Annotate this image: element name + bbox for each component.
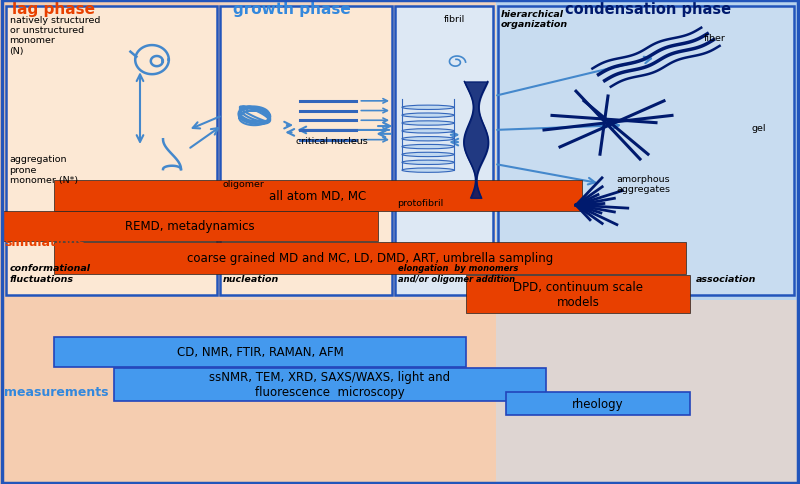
Ellipse shape — [402, 106, 454, 110]
Ellipse shape — [402, 161, 454, 165]
Text: natively structured
or unstructured
monomer
(N): natively structured or unstructured mono… — [10, 15, 100, 56]
FancyBboxPatch shape — [6, 7, 217, 295]
Text: aggregation
prone
monomer (N*): aggregation prone monomer (N*) — [10, 155, 78, 184]
Text: fiber: fiber — [704, 34, 726, 43]
Ellipse shape — [402, 145, 454, 150]
Text: lag phase: lag phase — [12, 2, 95, 17]
Text: all atom MD, MC: all atom MD, MC — [270, 190, 366, 203]
Text: protofibril: protofibril — [398, 198, 444, 208]
Bar — [496, 300, 800, 484]
Text: condensation phase: condensation phase — [565, 2, 731, 17]
Ellipse shape — [402, 129, 454, 134]
Text: nucleation: nucleation — [222, 274, 278, 283]
Ellipse shape — [402, 121, 454, 126]
Text: gel: gel — [752, 123, 766, 133]
Text: DPD, continuum scale
models: DPD, continuum scale models — [513, 281, 643, 309]
Text: association: association — [696, 274, 756, 283]
FancyBboxPatch shape — [54, 181, 582, 212]
Text: hierarchical
organization: hierarchical organization — [501, 10, 568, 29]
Ellipse shape — [402, 137, 454, 142]
Text: rheology: rheology — [572, 397, 624, 410]
FancyBboxPatch shape — [395, 7, 493, 295]
FancyBboxPatch shape — [506, 392, 690, 415]
Text: coarse grained MD and MC, LD, DMD, ART, umbrella sampling: coarse grained MD and MC, LD, DMD, ART, … — [187, 252, 553, 265]
Text: measurements: measurements — [4, 386, 109, 398]
Text: simulations: simulations — [4, 236, 85, 248]
Text: ssNMR, TEM, XRD, SAXS/WAXS, light and
fluorescence  microscopy: ssNMR, TEM, XRD, SAXS/WAXS, light and fl… — [210, 370, 450, 398]
Text: oligomer: oligomer — [222, 180, 264, 189]
FancyBboxPatch shape — [498, 7, 794, 295]
Ellipse shape — [402, 114, 454, 118]
Bar — [220, 0, 496, 300]
Text: fibril: fibril — [444, 15, 466, 24]
FancyBboxPatch shape — [466, 276, 690, 314]
FancyBboxPatch shape — [114, 368, 546, 401]
FancyBboxPatch shape — [220, 7, 392, 295]
Text: CD, NMR, FTIR, RAMAN, AFM: CD, NMR, FTIR, RAMAN, AFM — [177, 346, 343, 359]
Text: growth phase: growth phase — [233, 2, 351, 17]
Ellipse shape — [402, 153, 454, 157]
Text: REMD, metadynamics: REMD, metadynamics — [125, 220, 255, 233]
Text: amorphous
aggregates: amorphous aggregates — [616, 174, 670, 194]
Bar — [496, 0, 800, 300]
Ellipse shape — [402, 168, 454, 173]
FancyBboxPatch shape — [54, 242, 686, 275]
FancyBboxPatch shape — [54, 337, 466, 367]
Text: critical nucleus: critical nucleus — [296, 136, 368, 145]
FancyBboxPatch shape — [2, 212, 378, 241]
Text: elongation  by monomers
and/or oligomer addition: elongation by monomers and/or oligomer a… — [398, 264, 518, 283]
Text: conformational
fluctuations: conformational fluctuations — [10, 264, 90, 283]
